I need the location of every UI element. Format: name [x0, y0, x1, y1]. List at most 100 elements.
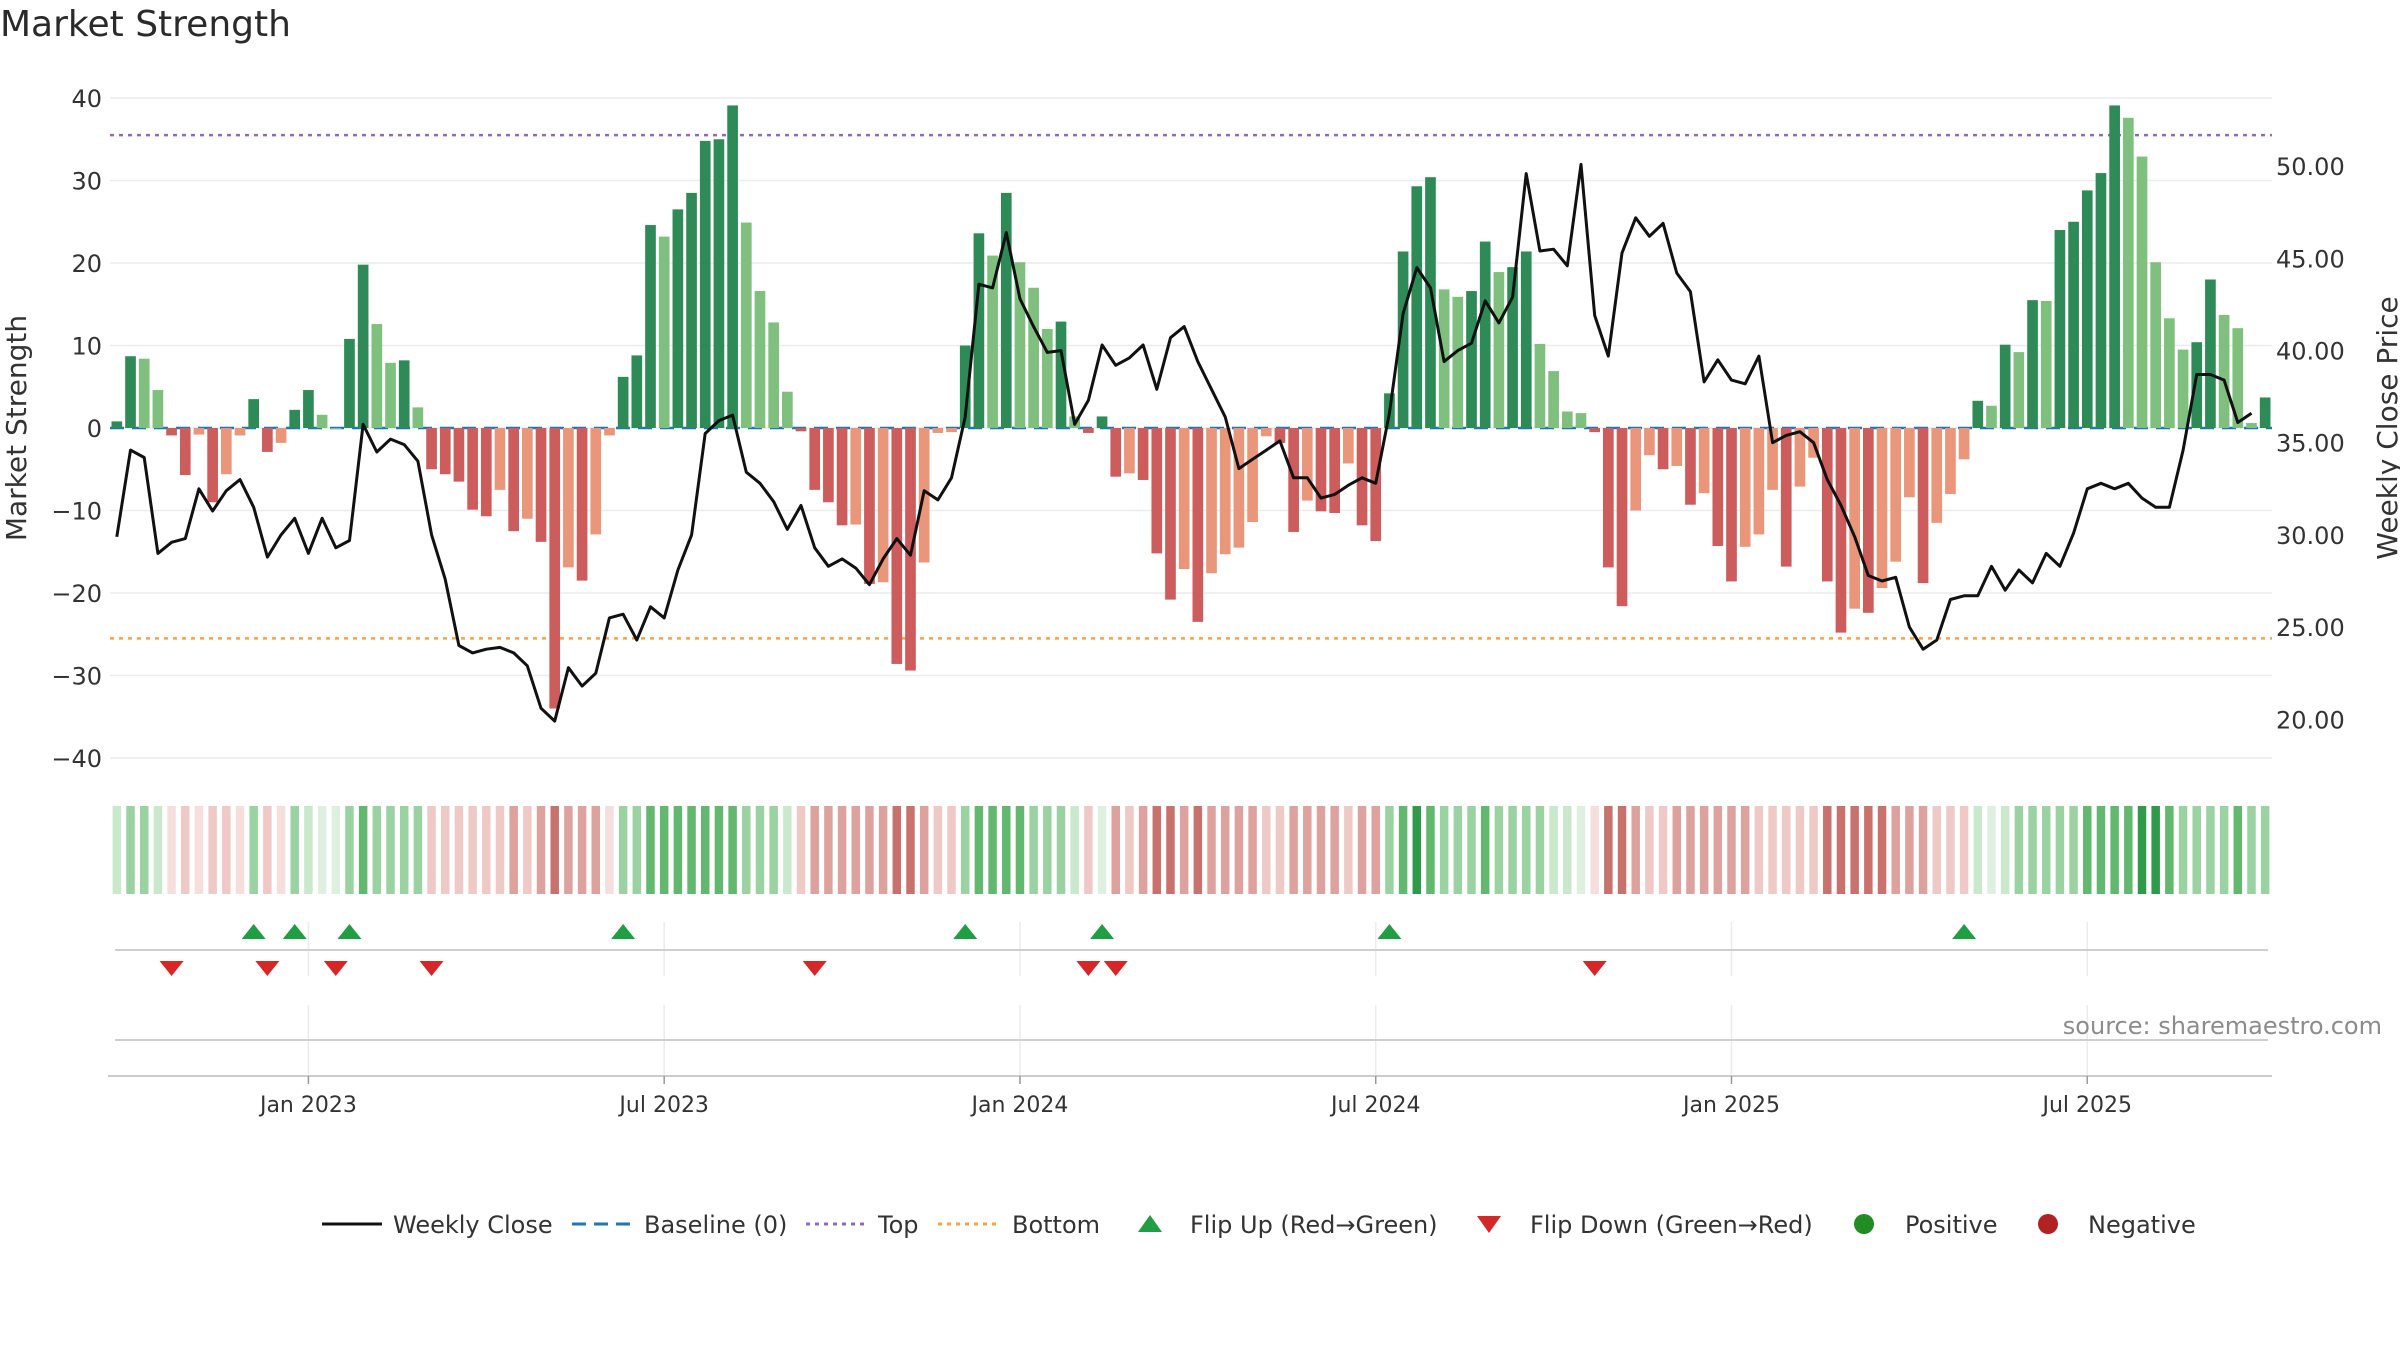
strength-bar	[686, 192, 697, 428]
strip-cell	[742, 806, 751, 894]
strip-cell	[1987, 806, 1996, 894]
strength-bar	[617, 376, 629, 428]
strength-bar	[604, 428, 615, 436]
strength-bar	[590, 428, 602, 535]
strength-bar	[1055, 321, 1067, 428]
strip-cell	[824, 806, 833, 894]
weekly-close-line	[115, 162, 2253, 723]
strip-cell	[1754, 806, 1764, 894]
strip-cell	[1330, 806, 1339, 894]
left-tick-label: 0	[87, 415, 102, 443]
strength-bar	[535, 428, 547, 542]
strip-cell	[2083, 806, 2092, 894]
strip-cell	[441, 806, 450, 894]
strength-bar	[1657, 428, 1669, 470]
strip-cell	[783, 806, 792, 894]
strip-cell	[1604, 806, 1613, 894]
strength-bar	[1233, 428, 1245, 548]
strip-cell	[2151, 806, 2160, 894]
strip-cell	[317, 806, 327, 894]
strength-bar	[1931, 428, 1943, 523]
strength-bar	[1561, 411, 1573, 428]
strip-cell	[714, 806, 724, 894]
strip-cell	[1781, 806, 1791, 894]
strip-cell	[2165, 806, 2174, 894]
strip-cell	[1344, 806, 1353, 894]
strength-bar	[330, 428, 342, 429]
right-axis-title: Weekly Close Price	[2371, 296, 2400, 559]
right-tick-label: 50.00	[2276, 153, 2345, 181]
strength-bar	[166, 428, 177, 436]
strip-cell	[591, 806, 601, 894]
strength-bar	[987, 255, 998, 428]
strength-bar	[1835, 428, 1847, 633]
strength-bar	[2136, 156, 2148, 428]
strip-cell	[960, 806, 970, 894]
strip-cell	[1522, 806, 1531, 894]
strength-bar	[508, 428, 520, 532]
flip-down-marker	[419, 961, 444, 976]
strength-bar	[1000, 192, 1012, 428]
strength-bar	[453, 428, 465, 482]
strength-bar	[2259, 397, 2271, 428]
strength-bar	[2095, 173, 2107, 428]
strength-bar	[1178, 428, 1190, 570]
strip-cell	[1768, 806, 1777, 894]
strength-bar	[1397, 251, 1409, 428]
strip-cell	[2055, 806, 2065, 894]
strength-bar	[1014, 262, 1026, 428]
strength-bar	[1452, 296, 1464, 428]
strength-bar	[795, 428, 807, 432]
strength-bar	[398, 360, 410, 428]
strength-bar	[1616, 428, 1628, 607]
strength-bar	[823, 428, 834, 503]
reference-lines	[110, 133, 2272, 640]
strength-bar	[2164, 318, 2175, 428]
strip-cell	[523, 806, 532, 894]
x-tick-label: Jul 2025	[2041, 1093, 2133, 1118]
strip-cell	[1385, 806, 1394, 894]
strip-cell	[1727, 806, 1736, 894]
strip-cell	[1590, 806, 1599, 894]
strip-cell	[1905, 806, 1914, 894]
strength-bar	[1821, 428, 1833, 582]
flip-markers-panel	[115, 922, 2268, 1075]
strip-cell	[139, 806, 149, 894]
strip-cell	[837, 806, 847, 894]
strip-cell	[235, 806, 245, 894]
strip-cell	[906, 806, 915, 894]
strip-cell	[112, 806, 122, 894]
axes: 40 30 20 10 0 −10 −20 −30 −40 50.00 45.00 40.00 35.0…	[0, 85, 2400, 773]
flip-up-marker	[1377, 924, 1402, 939]
legend-flip-down-swatch	[1477, 1216, 1501, 1233]
strip-cell	[386, 806, 395, 894]
strength-bar	[1041, 329, 1053, 428]
strip-cell	[1795, 806, 1805, 894]
strength-bar	[740, 222, 752, 428]
strip-cell	[2096, 806, 2106, 894]
legend-label: Baseline (0)	[644, 1211, 787, 1239]
strip-cell	[1439, 806, 1449, 894]
legend-label: Weekly Close	[393, 1211, 553, 1239]
strip-cell	[769, 806, 778, 894]
strength-bar	[1644, 428, 1655, 456]
strip-cell	[358, 806, 368, 894]
strip-cell	[1193, 806, 1203, 894]
strip-cell	[1494, 806, 1504, 894]
strength-bar	[2068, 221, 2079, 428]
strength-bar	[713, 139, 725, 428]
strip-cell	[1316, 806, 1326, 894]
legend-flip-up-swatch	[1138, 1215, 1162, 1232]
strength-bar	[864, 428, 875, 584]
strength-bar	[125, 356, 136, 428]
source-credit: source: sharemaestro.com	[2062, 1012, 2382, 1040]
strip-cell	[1864, 806, 1873, 894]
strip-cell	[1836, 806, 1846, 894]
strength-bar	[480, 428, 492, 517]
strip-cell	[810, 806, 819, 894]
left-tick-label: −10	[51, 498, 102, 526]
x-tick-label: Jan 2023	[258, 1093, 357, 1118]
strength-bar	[2040, 300, 2052, 428]
right-tick-label: 40.00	[2276, 338, 2345, 366]
strip-cell	[892, 806, 902, 894]
